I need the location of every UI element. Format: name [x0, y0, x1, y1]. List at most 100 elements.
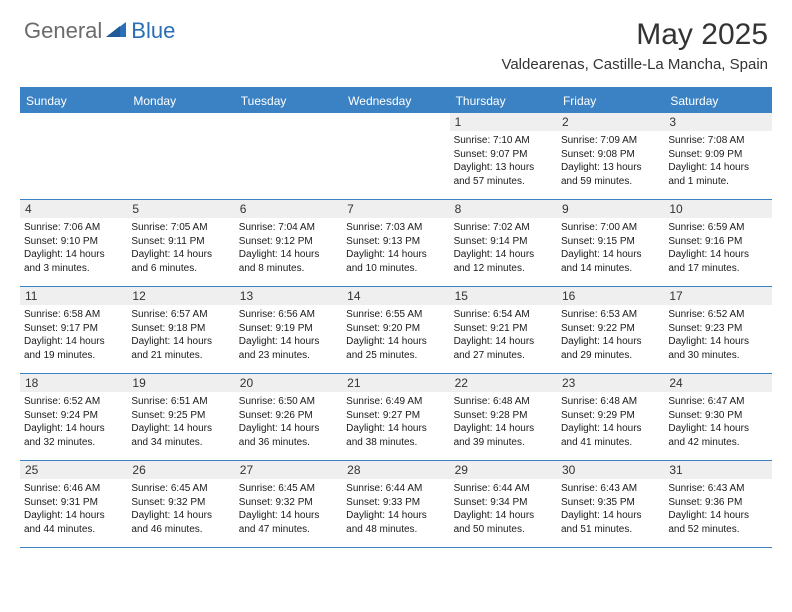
day-number: 5 — [127, 200, 234, 218]
day-body: Sunrise: 6:59 AMSunset: 9:16 PMDaylight:… — [664, 218, 771, 279]
week-row: 11Sunrise: 6:58 AMSunset: 9:17 PMDayligh… — [20, 287, 772, 374]
day-cell: 6Sunrise: 7:04 AMSunset: 9:12 PMDaylight… — [235, 200, 342, 286]
day-cell: 5Sunrise: 7:05 AMSunset: 9:11 PMDaylight… — [127, 200, 234, 286]
day-number: 16 — [557, 287, 664, 305]
daylight-text: Daylight: 14 hours and 50 minutes. — [454, 509, 553, 536]
location-label: Valdearenas, Castille-La Mancha, Spain — [501, 56, 768, 73]
day-header-monday: Monday — [127, 89, 234, 113]
daylight-text: Daylight: 14 hours and 12 minutes. — [454, 248, 553, 275]
day-cell-empty: . — [235, 113, 342, 199]
calendar: SundayMondayTuesdayWednesdayThursdayFrid… — [20, 87, 772, 548]
day-cell: 22Sunrise: 6:48 AMSunset: 9:28 PMDayligh… — [450, 374, 557, 460]
sunrise-text: Sunrise: 6:50 AM — [239, 395, 338, 409]
day-header-row: SundayMondayTuesdayWednesdayThursdayFrid… — [20, 89, 772, 113]
day-body: Sunrise: 6:45 AMSunset: 9:32 PMDaylight:… — [127, 479, 234, 540]
sunrise-text: Sunrise: 7:04 AM — [239, 221, 338, 235]
sunrise-text: Sunrise: 6:48 AM — [561, 395, 660, 409]
day-cell: 18Sunrise: 6:52 AMSunset: 9:24 PMDayligh… — [20, 374, 127, 460]
sunrise-text: Sunrise: 7:03 AM — [346, 221, 445, 235]
day-cell: 26Sunrise: 6:45 AMSunset: 9:32 PMDayligh… — [127, 461, 234, 547]
day-body: Sunrise: 6:48 AMSunset: 9:28 PMDaylight:… — [450, 392, 557, 453]
day-number: 30 — [557, 461, 664, 479]
sunrise-text: Sunrise: 6:43 AM — [668, 482, 767, 496]
weeks-container: ....1Sunrise: 7:10 AMSunset: 9:07 PMDayl… — [20, 113, 772, 548]
day-number: 21 — [342, 374, 449, 392]
day-number: 10 — [664, 200, 771, 218]
sunrise-text: Sunrise: 7:02 AM — [454, 221, 553, 235]
sunrise-text: Sunrise: 6:52 AM — [668, 308, 767, 322]
sunset-text: Sunset: 9:10 PM — [24, 235, 123, 249]
daylight-text: Daylight: 14 hours and 41 minutes. — [561, 422, 660, 449]
sunrise-text: Sunrise: 6:55 AM — [346, 308, 445, 322]
sunrise-text: Sunrise: 6:59 AM — [668, 221, 767, 235]
day-body: Sunrise: 6:50 AMSunset: 9:26 PMDaylight:… — [235, 392, 342, 453]
sunrise-text: Sunrise: 7:06 AM — [24, 221, 123, 235]
day-number: 12 — [127, 287, 234, 305]
sunset-text: Sunset: 9:32 PM — [131, 496, 230, 510]
sunset-text: Sunset: 9:21 PM — [454, 322, 553, 336]
sunset-text: Sunset: 9:31 PM — [24, 496, 123, 510]
day-number: 20 — [235, 374, 342, 392]
logo: General Blue — [24, 18, 175, 44]
day-header-saturday: Saturday — [664, 89, 771, 113]
sunrise-text: Sunrise: 6:46 AM — [24, 482, 123, 496]
day-number: 25 — [20, 461, 127, 479]
day-body: Sunrise: 6:43 AMSunset: 9:36 PMDaylight:… — [664, 479, 771, 540]
sunrise-text: Sunrise: 7:05 AM — [131, 221, 230, 235]
daylight-text: Daylight: 13 hours and 57 minutes. — [454, 161, 553, 188]
week-row: 4Sunrise: 7:06 AMSunset: 9:10 PMDaylight… — [20, 200, 772, 287]
title-block: May 2025 Valdearenas, Castille-La Mancha… — [501, 18, 768, 73]
day-cell: 12Sunrise: 6:57 AMSunset: 9:18 PMDayligh… — [127, 287, 234, 373]
day-number: 8 — [450, 200, 557, 218]
sunset-text: Sunset: 9:33 PM — [346, 496, 445, 510]
day-body: Sunrise: 7:04 AMSunset: 9:12 PMDaylight:… — [235, 218, 342, 279]
daylight-text: Daylight: 14 hours and 52 minutes. — [668, 509, 767, 536]
page-header: General Blue May 2025 Valdearenas, Casti… — [0, 0, 792, 81]
week-row: ....1Sunrise: 7:10 AMSunset: 9:07 PMDayl… — [20, 113, 772, 200]
daylight-text: Daylight: 14 hours and 29 minutes. — [561, 335, 660, 362]
day-number: 17 — [664, 287, 771, 305]
sunset-text: Sunset: 9:32 PM — [239, 496, 338, 510]
sunrise-text: Sunrise: 7:10 AM — [454, 134, 553, 148]
day-cell: 21Sunrise: 6:49 AMSunset: 9:27 PMDayligh… — [342, 374, 449, 460]
sunrise-text: Sunrise: 7:09 AM — [561, 134, 660, 148]
sunset-text: Sunset: 9:29 PM — [561, 409, 660, 423]
week-row: 18Sunrise: 6:52 AMSunset: 9:24 PMDayligh… — [20, 374, 772, 461]
sunrise-text: Sunrise: 6:56 AM — [239, 308, 338, 322]
sunrise-text: Sunrise: 6:48 AM — [454, 395, 553, 409]
day-number: 26 — [127, 461, 234, 479]
sunrise-text: Sunrise: 6:44 AM — [346, 482, 445, 496]
day-cell: 2Sunrise: 7:09 AMSunset: 9:08 PMDaylight… — [557, 113, 664, 199]
day-body: Sunrise: 7:00 AMSunset: 9:15 PMDaylight:… — [557, 218, 664, 279]
day-cell: 3Sunrise: 7:08 AMSunset: 9:09 PMDaylight… — [664, 113, 771, 199]
day-body: Sunrise: 6:48 AMSunset: 9:29 PMDaylight:… — [557, 392, 664, 453]
day-body: Sunrise: 6:57 AMSunset: 9:18 PMDaylight:… — [127, 305, 234, 366]
day-cell: 1Sunrise: 7:10 AMSunset: 9:07 PMDaylight… — [450, 113, 557, 199]
day-number: 23 — [557, 374, 664, 392]
sunset-text: Sunset: 9:35 PM — [561, 496, 660, 510]
sunset-text: Sunset: 9:34 PM — [454, 496, 553, 510]
sunset-text: Sunset: 9:18 PM — [131, 322, 230, 336]
day-body: Sunrise: 6:56 AMSunset: 9:19 PMDaylight:… — [235, 305, 342, 366]
daylight-text: Daylight: 14 hours and 42 minutes. — [668, 422, 767, 449]
sunset-text: Sunset: 9:36 PM — [668, 496, 767, 510]
day-cell: 29Sunrise: 6:44 AMSunset: 9:34 PMDayligh… — [450, 461, 557, 547]
sunset-text: Sunset: 9:13 PM — [346, 235, 445, 249]
day-header-wednesday: Wednesday — [342, 89, 449, 113]
day-body: Sunrise: 7:09 AMSunset: 9:08 PMDaylight:… — [557, 131, 664, 192]
day-number: 2 — [557, 113, 664, 131]
daylight-text: Daylight: 14 hours and 3 minutes. — [24, 248, 123, 275]
sunset-text: Sunset: 9:16 PM — [668, 235, 767, 249]
sunset-text: Sunset: 9:08 PM — [561, 148, 660, 162]
day-cell: 15Sunrise: 6:54 AMSunset: 9:21 PMDayligh… — [450, 287, 557, 373]
day-number: 31 — [664, 461, 771, 479]
day-body: Sunrise: 6:54 AMSunset: 9:21 PMDaylight:… — [450, 305, 557, 366]
day-cell-empty: . — [20, 113, 127, 199]
day-body: Sunrise: 6:46 AMSunset: 9:31 PMDaylight:… — [20, 479, 127, 540]
day-body: Sunrise: 6:55 AMSunset: 9:20 PMDaylight:… — [342, 305, 449, 366]
sunset-text: Sunset: 9:07 PM — [454, 148, 553, 162]
day-cell-empty: . — [342, 113, 449, 199]
day-cell: 28Sunrise: 6:44 AMSunset: 9:33 PMDayligh… — [342, 461, 449, 547]
day-cell: 27Sunrise: 6:45 AMSunset: 9:32 PMDayligh… — [235, 461, 342, 547]
daylight-text: Daylight: 14 hours and 44 minutes. — [24, 509, 123, 536]
